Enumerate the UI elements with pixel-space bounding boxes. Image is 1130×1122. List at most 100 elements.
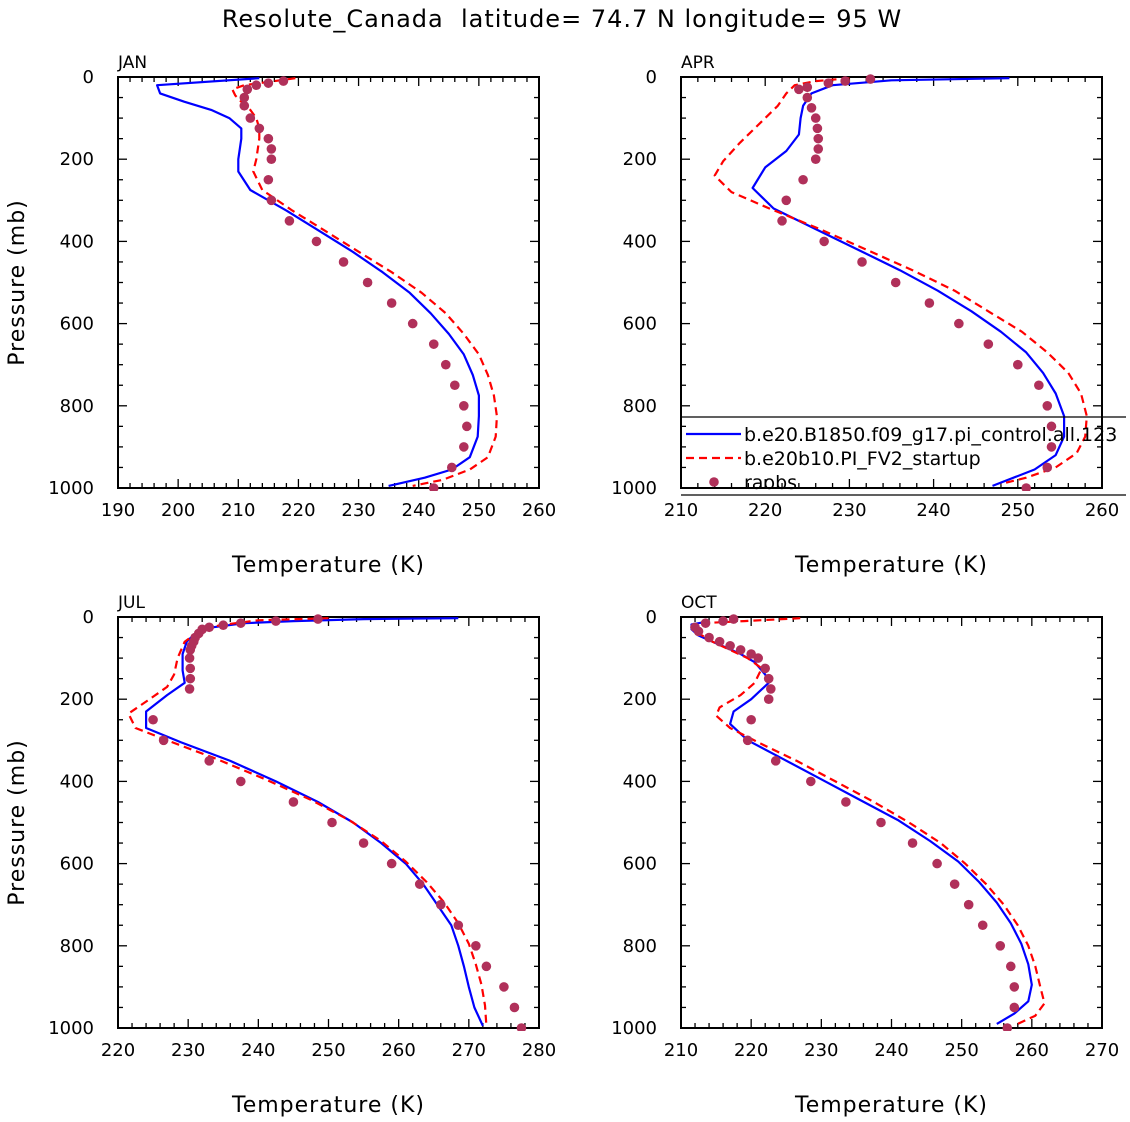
- raobs-point: [235, 618, 246, 628]
- raobs-point: [1002, 1023, 1013, 1031]
- raobs-point: [840, 76, 850, 86]
- raobs-point: [1046, 421, 1057, 432]
- raobs-point: [704, 632, 714, 643]
- series-dashed: [231, 77, 498, 487]
- x-tick-label: 190: [101, 500, 135, 521]
- y-tick-label: 400: [60, 231, 94, 252]
- raobs-point: [954, 318, 964, 329]
- raobs-point: [802, 92, 813, 103]
- raobs-point: [1046, 442, 1057, 452]
- y-tick-label: 0: [83, 67, 94, 88]
- y-axis-title: Pressure (mb): [5, 199, 30, 366]
- raobs-point: [428, 483, 439, 491]
- raobs-point: [481, 961, 492, 972]
- x-tick-label: 270: [1085, 1040, 1119, 1061]
- legend-label: b.e20b10.PI_FV2_startup: [744, 448, 981, 470]
- startup-line: [690, 617, 1046, 1025]
- raobs-point: [362, 277, 373, 288]
- chart-panel-apr: APR 210 220 230 240 250 260 0 200 400 600 800 1000 Te…: [611, 53, 1126, 578]
- raobs-point: [813, 144, 824, 154]
- raobs-point: [977, 920, 988, 931]
- raobs-point: [338, 257, 349, 267]
- raobs-point: [1034, 380, 1044, 391]
- x-tick-label: 230: [804, 1040, 838, 1061]
- raobs-point: [266, 154, 277, 164]
- y-tick-label: 0: [83, 607, 94, 628]
- legend-marker-dot: [709, 477, 719, 487]
- series-dashed: [690, 617, 1046, 1025]
- raobs-point: [1009, 1002, 1020, 1013]
- series-dashed: [713, 77, 1088, 485]
- raobs-point: [204, 756, 215, 766]
- series-dots: [148, 614, 527, 1031]
- raobs-point: [806, 776, 816, 787]
- raobs-point: [865, 74, 876, 84]
- raobs-point: [459, 442, 469, 452]
- x-tick-label: 260: [522, 500, 556, 521]
- raobs-point: [1042, 401, 1053, 411]
- y-tick-label: 400: [623, 771, 657, 792]
- raobs-point: [245, 113, 256, 123]
- y-tick-label: 600: [623, 854, 657, 875]
- raobs-point: [806, 103, 817, 113]
- y-tick-label: 0: [646, 607, 657, 628]
- y-tick-label: 800: [623, 936, 657, 957]
- raobs-point: [471, 941, 481, 951]
- y-tick-label: 800: [60, 936, 94, 957]
- x-tick-label: 260: [1085, 500, 1119, 521]
- raobs-point: [876, 817, 886, 828]
- raobs-point: [907, 838, 918, 848]
- x-tick-label: 230: [341, 500, 375, 521]
- x-tick-label: 210: [664, 1040, 698, 1061]
- raobs-point: [763, 694, 774, 704]
- raobs-point: [428, 339, 439, 349]
- y-tick-label: 0: [646, 67, 657, 88]
- raobs-point: [857, 257, 867, 267]
- raobs-point: [763, 673, 774, 684]
- x-tick-label: 220: [748, 500, 782, 521]
- raobs-point: [254, 123, 265, 134]
- x-tick-label: 250: [462, 500, 496, 521]
- y-tick-label: 200: [60, 689, 94, 710]
- panel-label: JUL: [117, 593, 145, 613]
- raobs-point: [714, 636, 725, 647]
- raobs-point: [794, 84, 804, 95]
- y-tick-label: 200: [623, 149, 657, 170]
- raobs-point: [1005, 961, 1016, 972]
- x-tick-label: 200: [161, 500, 195, 521]
- raobs-point: [263, 78, 274, 88]
- raobs-point: [242, 84, 253, 95]
- raobs-point: [218, 620, 229, 631]
- raobs-point: [414, 879, 425, 889]
- raobs-point: [266, 195, 277, 206]
- raobs-point: [509, 1002, 520, 1013]
- y-tick-label: 600: [623, 314, 657, 335]
- raobs-point: [462, 421, 472, 432]
- y-tick-label: 600: [60, 854, 94, 875]
- raobs-point: [288, 797, 299, 807]
- raobs-point: [932, 858, 942, 869]
- y-tick-label: 400: [623, 231, 657, 252]
- raobs-point: [725, 640, 735, 651]
- raobs-point: [963, 899, 974, 910]
- raobs-point: [753, 653, 763, 663]
- raobs-point: [239, 92, 250, 103]
- panel-label: JAN: [117, 53, 147, 73]
- y-tick-label: 1000: [48, 478, 94, 499]
- raobs-point: [313, 614, 323, 624]
- raobs-point: [251, 80, 262, 91]
- raobs-point: [1042, 462, 1053, 473]
- raobs-point: [823, 78, 834, 88]
- raobs-point: [1021, 483, 1032, 491]
- raobs-point: [742, 735, 753, 746]
- series-solid: [751, 77, 1066, 487]
- raobs-point: [358, 838, 369, 848]
- raobs-point: [311, 236, 322, 247]
- x-tick-label: 280: [522, 1040, 556, 1061]
- panels: JAN 190 200 210 220 230 240 250 260 0 200 400 600 800…: [5, 53, 1126, 1118]
- chart-panel-jul: JUL 220 230 240 250 260 270 280 0 200 400 600 800 100…: [5, 593, 556, 1118]
- control-line: [145, 617, 484, 1027]
- x-tick-label: 270: [452, 1040, 486, 1061]
- raobs-point: [995, 941, 1006, 951]
- raobs-point: [386, 858, 397, 869]
